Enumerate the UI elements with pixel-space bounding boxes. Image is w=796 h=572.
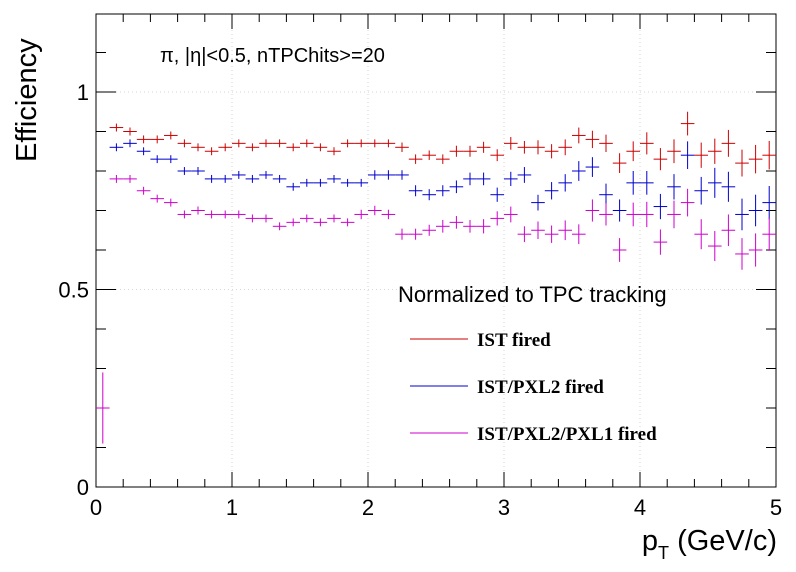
x-axis-label-main: p (642, 525, 658, 557)
x-tick-label: 4 (634, 495, 646, 520)
plot-frame (95, 13, 777, 488)
series-0 (109, 111, 776, 177)
series-2 (96, 174, 776, 444)
x-axis-label-subscript: T (658, 543, 669, 563)
x-axis-label-rest: (GeV/c) (669, 525, 777, 557)
x-tick-label: 2 (362, 495, 374, 520)
grid-lines (96, 14, 776, 487)
data-series (96, 111, 776, 444)
y-axis-label: Efficiency (11, 38, 43, 162)
legend-label-ist-pxl2-pxl1: IST/PXL2/PXL1 fired (477, 424, 657, 445)
series-1 (109, 139, 776, 231)
chart-annotation: π, |η|<0.5, nTPChits>=20 (160, 45, 385, 67)
x-tick-label: 0 (90, 495, 102, 520)
legend-title: Normalized to TPC tracking (398, 282, 667, 307)
x-axis-label: pT (GeV/c) (642, 525, 777, 563)
y-tick-label: 1 (77, 80, 89, 105)
x-tick-label: 3 (498, 495, 510, 520)
y-tick-label: 0 (77, 475, 89, 500)
legend-label-ist-pxl2: IST/PXL2 fired (477, 377, 604, 398)
y-tick-label: 0.5 (58, 278, 89, 303)
axis-ticks: 0 1 2 3 4 5 0 0.5 1 (58, 14, 782, 520)
x-tick-label: 1 (226, 495, 238, 520)
legend-label-ist: IST fired (477, 330, 551, 351)
legend: Normalized to TPC tracking IST fired IST… (398, 282, 667, 445)
x-tick-label: 5 (770, 495, 782, 520)
